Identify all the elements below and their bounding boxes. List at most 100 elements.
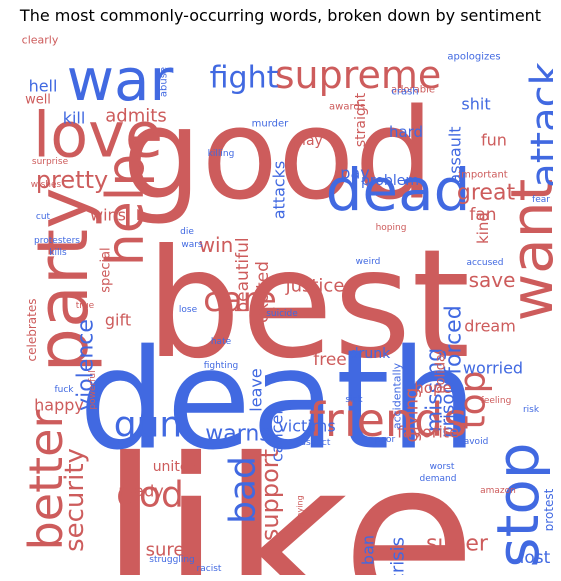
word-problem: problem <box>361 173 419 189</box>
word-worried: worried <box>463 359 523 378</box>
word-pretty: pretty <box>36 166 108 194</box>
word-perfect: perfect <box>21 575 85 576</box>
word-fun: fun <box>481 131 507 150</box>
word-friends: friends <box>309 393 468 447</box>
word-apologizes: apologizes <box>447 52 500 63</box>
word-powerful: powerful <box>88 370 98 409</box>
word-crash: crash <box>391 87 418 98</box>
word-victims: victims <box>278 417 335 436</box>
word-stop: stop <box>484 442 552 567</box>
word-sure: sure <box>146 540 185 561</box>
word-violence: violence <box>74 319 99 411</box>
word-fan: fan <box>469 205 496 225</box>
word-save: save <box>469 268 516 292</box>
word-excited: excited <box>253 261 273 323</box>
word-attack: attack <box>523 61 553 187</box>
word-win: win <box>199 233 234 257</box>
word-amazon: amazon <box>480 486 516 496</box>
word-special: special <box>99 247 114 292</box>
word-fire: fire <box>120 574 153 575</box>
word-prison: prison <box>438 382 459 438</box>
word-avoid: avoid <box>464 437 489 447</box>
word-good: good <box>122 83 434 228</box>
word-fuck: fuck <box>54 385 74 395</box>
word-accused: accused <box>466 258 503 268</box>
word-holiday: holiday <box>434 346 449 394</box>
word-dream: dream <box>464 317 516 336</box>
word-super: super <box>426 532 489 557</box>
word-worst: worst <box>430 462 455 472</box>
word-shit: shit <box>461 95 490 114</box>
word-gift: gift <box>105 311 131 330</box>
word-ready: ready <box>118 482 164 501</box>
word-care: care <box>203 280 277 320</box>
word-drunk: drunk <box>350 346 391 362</box>
word-feeling: feeling <box>481 396 512 406</box>
word-want: want <box>498 179 553 321</box>
word-support: support <box>256 449 284 541</box>
word-hate: hate <box>211 337 232 347</box>
word-cut: cut <box>36 212 51 222</box>
word-great: great <box>457 181 516 206</box>
word-admits: admits <box>105 106 166 127</box>
word-gun: gun <box>114 405 182 446</box>
word-well: well <box>25 93 51 108</box>
word-best: best <box>146 218 470 392</box>
word-weird: weird <box>356 257 381 267</box>
word-lost: lost <box>520 548 551 568</box>
word-abuse: abuse <box>159 67 170 97</box>
word-risk: risk <box>523 405 540 415</box>
word-crisis: crisis <box>388 537 409 575</box>
word-surprise: surprise <box>32 157 69 167</box>
word-beautiful: beautiful <box>233 237 253 312</box>
word-die: die <box>180 227 194 237</box>
word-pay: pay <box>340 164 369 183</box>
word-struggling: struggling <box>149 555 194 565</box>
word-giving: giving <box>402 388 423 443</box>
word-wishes: wishes <box>31 180 62 190</box>
word-missing: missing <box>423 348 448 433</box>
word-fighting: fighting <box>204 361 239 371</box>
word-wins: wins <box>90 206 126 225</box>
word-hard: hard <box>389 123 423 141</box>
word-favorite: favorite <box>397 423 459 442</box>
word-better: better <box>19 410 73 551</box>
word-top: top <box>453 371 494 430</box>
word-poor: poor <box>375 435 396 445</box>
word-racist: racist <box>197 564 222 574</box>
word-kind: kind <box>474 212 492 244</box>
word-attacks: attacks <box>270 161 289 220</box>
word-leave: leave <box>247 368 266 411</box>
word-death: death <box>79 320 478 481</box>
word-happy: happy <box>34 396 84 415</box>
word-ban: ban <box>359 535 378 565</box>
word-murder: murder <box>252 119 290 130</box>
chart-title: The most commonly-occurring words, broke… <box>19 6 542 25</box>
word-assault: assault <box>446 126 465 183</box>
word-protest: protest <box>542 488 553 531</box>
word-awards: awards <box>329 102 365 113</box>
word-love: love <box>33 99 163 172</box>
word-bad: bad <box>223 456 264 524</box>
word-clearly: clearly <box>22 34 59 47</box>
word-dead: dead <box>326 156 471 224</box>
word-forced: forced <box>442 305 467 374</box>
word-god: god <box>116 475 184 516</box>
word-wrong: wrong <box>173 573 235 575</box>
word-cancer: cancer <box>268 408 287 462</box>
word-lose: lose <box>179 305 198 315</box>
word-hell: hell <box>29 77 58 96</box>
word-playing: playing <box>296 495 305 524</box>
word-fight: fight <box>210 61 279 96</box>
word-celebrates: celebrates <box>25 299 39 362</box>
word-help: help <box>96 154 156 266</box>
word-protesters: protesters <box>34 236 80 246</box>
word-adorable: adorable <box>391 85 435 96</box>
word-security: security <box>60 448 90 552</box>
word-war: war <box>67 46 174 114</box>
word-supreme: supreme <box>275 53 442 97</box>
word-true: true <box>76 301 95 311</box>
word-straight: straight <box>353 92 369 147</box>
word-like: like <box>99 412 476 575</box>
